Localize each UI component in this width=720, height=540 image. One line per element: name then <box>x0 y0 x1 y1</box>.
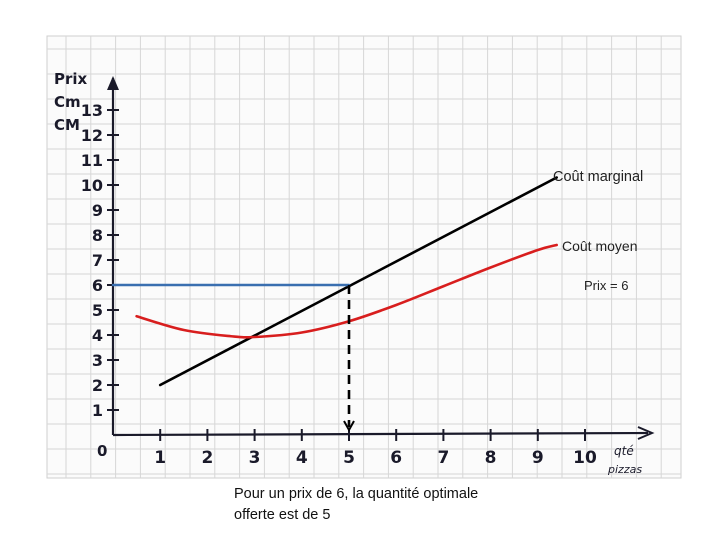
y-tick-label: 7 <box>92 251 103 270</box>
x-tick-label: 4 <box>296 448 308 468</box>
x-tick-label: 6 <box>390 448 402 468</box>
graph-paper-grid <box>46 35 682 479</box>
y-tick-label: 10 <box>81 176 103 195</box>
y-tick-label: 12 <box>81 126 103 145</box>
origin-label: 0 <box>97 442 107 460</box>
x-tick-label: 10 <box>573 448 597 468</box>
series-lines <box>111 176 558 433</box>
y-tick-label: 13 <box>81 101 103 120</box>
x-axis-title: pizzas <box>607 463 642 476</box>
series-annotation: Prix = 6 <box>584 278 628 293</box>
y-tick-label: 3 <box>92 351 103 370</box>
x-tick-label: 5 <box>343 448 355 468</box>
x-tick-label: 3 <box>249 448 261 468</box>
x-axis-arrow <box>637 426 655 440</box>
x-tick-label: 2 <box>201 448 213 468</box>
y-tick-label: 9 <box>92 201 103 220</box>
series-annotation: Coût moyen <box>562 238 637 254</box>
x-tick-label: 7 <box>437 448 449 468</box>
y-tick-label: 1 <box>92 401 103 420</box>
x-tick-label: 8 <box>485 448 497 468</box>
optimum-arrow <box>343 420 355 433</box>
annotations: Coût marginal Coût moyen Prix = 6 <box>553 169 643 293</box>
y-tick-label: 4 <box>92 326 103 345</box>
x-axis-line <box>112 431 649 437</box>
chart-caption: Pour un prix de 6, la quantité optimale … <box>234 486 479 523</box>
y-axis-arrow <box>107 76 119 90</box>
marginal-cost-line <box>158 176 558 387</box>
y-tick-label: 8 <box>92 226 103 245</box>
y-tick-label: 2 <box>92 376 103 395</box>
y-axis-title: Cm <box>54 93 81 111</box>
y-axis-title: CM <box>54 116 80 134</box>
y-axis-title: Prix <box>54 70 88 88</box>
y-tick-label: 5 <box>92 301 103 320</box>
x-axis-title: qté <box>614 444 634 458</box>
x-tick-label: 1 <box>154 448 166 468</box>
y-tick-label: 6 <box>92 276 103 295</box>
x-tick-label: 9 <box>532 448 544 468</box>
series-annotation: Coût marginal <box>553 169 643 185</box>
axes: Prix Cm CM qté pizzas 0 <box>54 70 655 476</box>
y-tick-label: 11 <box>81 151 103 170</box>
